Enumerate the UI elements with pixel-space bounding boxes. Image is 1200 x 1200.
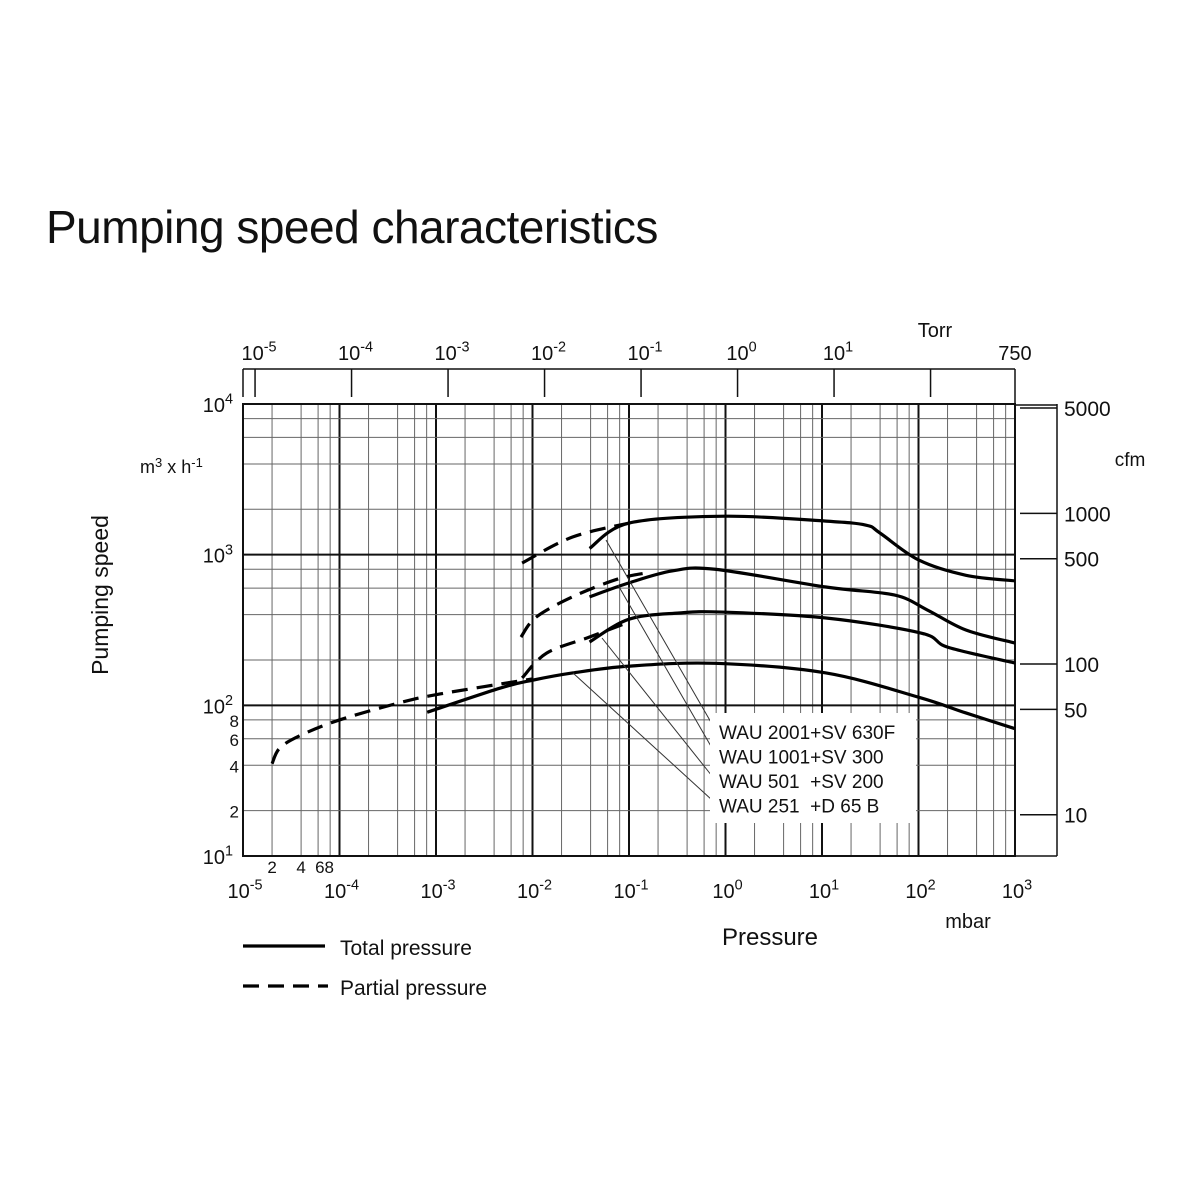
cfm-tick-label: 5000 [1064, 398, 1111, 421]
x-unit-label: mbar [945, 911, 991, 933]
torr-unit-label: Torr [918, 320, 953, 342]
curve-annotation-label: WAU 501 +SV 200 [719, 772, 884, 793]
torr-tick-label: 10-5 [242, 340, 277, 365]
y-tick-label: 104 [203, 392, 233, 417]
x-tick-label: 101 [809, 878, 839, 903]
y-unit-label: m3 x h-1 [140, 455, 203, 477]
cfm-unit-label: cfm [1115, 450, 1146, 471]
cfm-tick-label: 1000 [1064, 503, 1111, 526]
cfm-tick-label: 50 [1064, 699, 1087, 722]
annotation-leader-line [617, 584, 713, 749]
y-tick-label: 102 [203, 693, 233, 718]
legend-label-partial: Partial pressure [340, 977, 487, 1000]
y-tick-label: 103 [203, 542, 233, 567]
annotation-leader-line [605, 539, 713, 725]
x-tick-label: 102 [905, 878, 935, 903]
cfm-tick-label: 10 [1064, 805, 1087, 828]
torr-tick-label: 10-3 [435, 340, 470, 365]
partial-pressure-curve-501 [520, 620, 630, 680]
x-minor-tick-label: 2 [267, 858, 276, 877]
total-pressure-curve-251 [426, 661, 1016, 731]
y-minor-tick-label: 8 [230, 712, 239, 731]
total-pressure-curve-2001+SV [588, 514, 1016, 583]
annotation-leader-line [572, 672, 713, 801]
curve-annotation-label: WAU 2001+SV 630F [719, 723, 895, 744]
total-pressure-curve-501 [588, 610, 1016, 665]
total-pressure-curve-1001+SV [589, 566, 1016, 645]
curve-annotation-label: WAU 1001+SV 300 [719, 748, 884, 769]
x-tick-label: 10-2 [517, 878, 552, 903]
legend-label-total: Total pressure [340, 937, 472, 960]
x-tick-label: 10-4 [324, 878, 359, 903]
x-tick-label: 103 [1002, 878, 1032, 903]
torr-tick-label: 10-2 [531, 340, 566, 365]
annotation-box [710, 713, 916, 823]
partial-pressure-curve-1001+SV [519, 570, 652, 638]
plot-frame [242, 403, 1016, 857]
x-minor-tick-label: 4 [296, 858, 305, 877]
torr-tick-label: 10-1 [628, 340, 663, 365]
annotation-leader-line [601, 637, 713, 777]
y-minor-tick-label: 4 [230, 757, 239, 776]
curve-annotation-label: WAU 251 +D 65 B [719, 797, 879, 818]
y-tick-label: 101 [203, 844, 233, 869]
cfm-tick-label: 100 [1064, 654, 1099, 677]
x-tick-label: 10-5 [227, 878, 262, 903]
y-minor-tick-label: 6 [230, 731, 239, 750]
y-axis-title: Pumping speed [87, 515, 113, 675]
page-title: Pumping speed characteristics [46, 201, 658, 253]
x-tick-label: 100 [712, 878, 742, 903]
cfm-tick-label: 500 [1064, 549, 1099, 572]
torr-tick-label: 100 [726, 340, 756, 365]
x-axis-title: Pressure [722, 924, 818, 951]
x-tick-label: 10-1 [613, 878, 648, 903]
x-minor-tick-label: 68 [315, 858, 334, 877]
partial-pressure-curve-251 [270, 677, 534, 765]
torr-tick-label: 101 [823, 340, 853, 365]
torr-tick-label: 10-4 [338, 340, 373, 365]
y-minor-tick-label: 2 [230, 803, 239, 822]
torr-tick-label: 750 [998, 343, 1031, 365]
x-tick-label: 10-3 [420, 878, 455, 903]
partial-pressure-curve-2001+SV [521, 520, 634, 565]
